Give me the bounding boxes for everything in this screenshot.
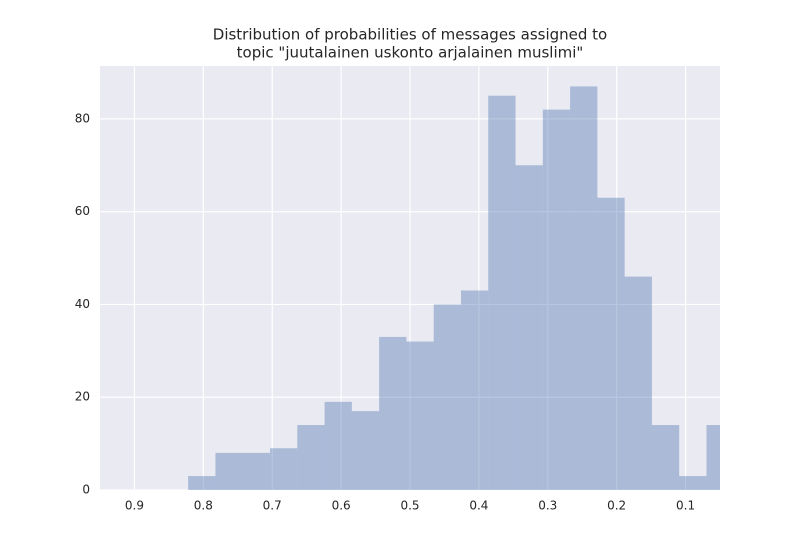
bar xyxy=(188,476,216,490)
x-tick-label: 0.8 xyxy=(194,499,213,513)
bar xyxy=(679,476,707,490)
bar xyxy=(706,425,720,490)
y-tick-label: 60 xyxy=(75,204,90,218)
x-tick-label: 0.9 xyxy=(125,499,144,513)
y-tick-label: 80 xyxy=(75,111,90,125)
bar xyxy=(515,165,543,490)
y-tick-label: 20 xyxy=(75,390,90,404)
bar xyxy=(324,401,352,490)
x-tick-label: 0.7 xyxy=(263,499,282,513)
bar xyxy=(270,448,298,490)
x-tick-label: 0.3 xyxy=(538,499,557,513)
x-tick-label: 0.1 xyxy=(676,499,695,513)
y-tick-label: 0 xyxy=(82,483,90,497)
bar xyxy=(624,276,652,490)
x-tick-label: 0.6 xyxy=(332,499,351,513)
bar xyxy=(351,411,380,490)
bar xyxy=(460,290,489,490)
chart-title: Distribution of probabilities of message… xyxy=(213,26,607,44)
y-tick-label: 40 xyxy=(75,297,90,311)
bar xyxy=(433,304,461,490)
bar xyxy=(570,86,598,490)
bar xyxy=(297,425,325,490)
bar xyxy=(542,109,571,490)
chart-title: topic "juutalainen uskonto arjalainen mu… xyxy=(237,44,584,62)
bar xyxy=(597,197,625,490)
bar xyxy=(488,95,516,490)
bar xyxy=(651,425,680,490)
x-tick-label: 0.4 xyxy=(469,499,488,513)
bar xyxy=(379,336,407,490)
bar xyxy=(406,341,434,490)
bar xyxy=(242,452,271,490)
x-tick-label: 0.5 xyxy=(400,499,419,513)
x-tick-label: 0.2 xyxy=(607,499,626,513)
bar xyxy=(215,452,243,490)
